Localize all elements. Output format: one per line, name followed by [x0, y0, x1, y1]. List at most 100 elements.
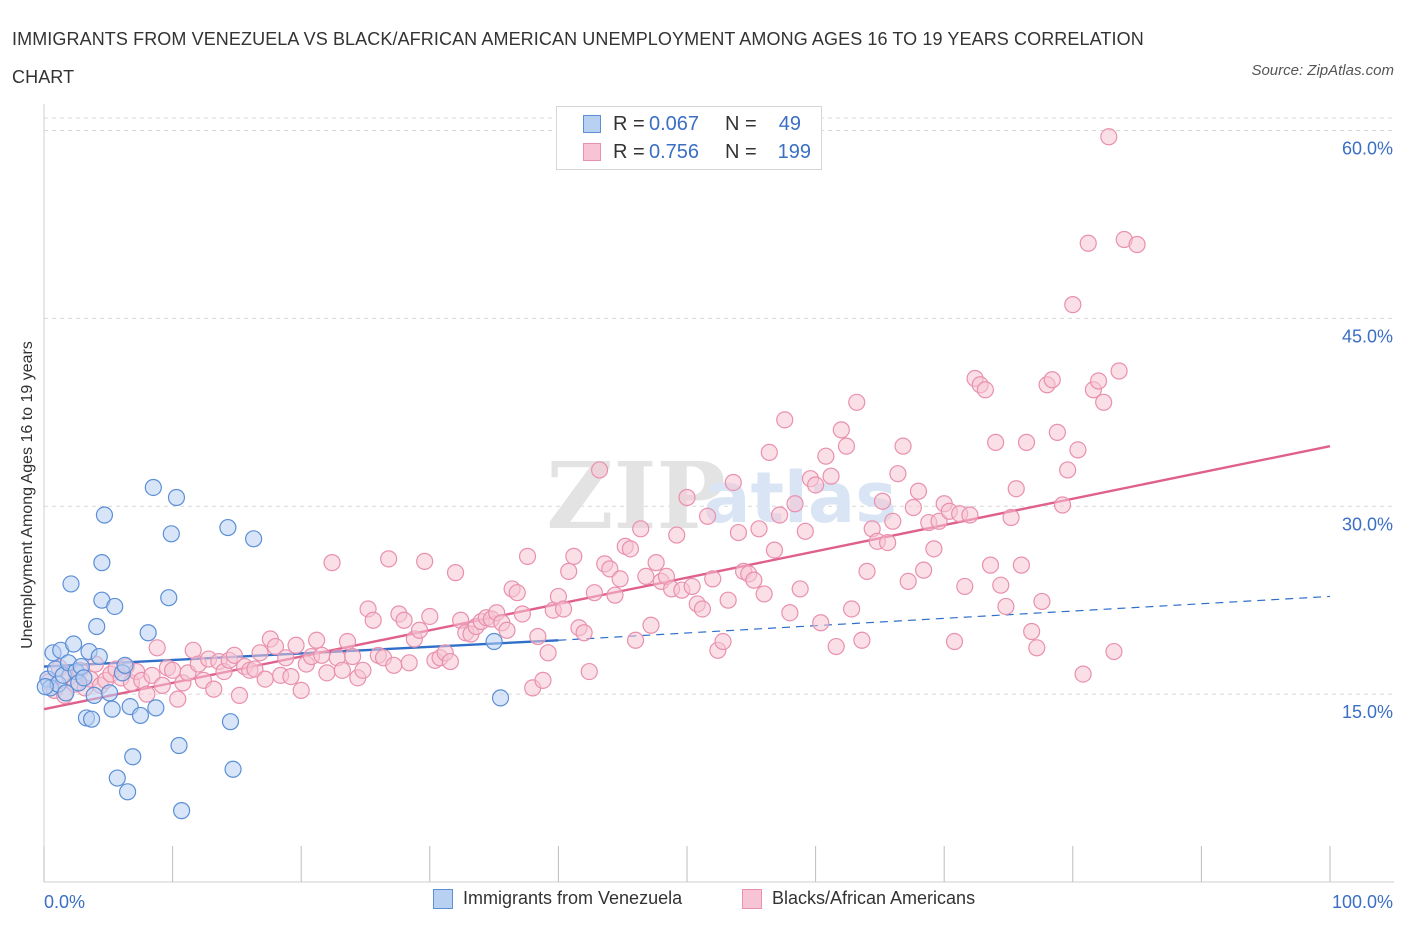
point-black [889, 465, 907, 483]
legend-item-venezuela: Immigrants from Venezuela [433, 888, 682, 909]
point-black [987, 433, 1005, 451]
point-venezuela [64, 635, 83, 653]
point-venezuela [219, 518, 237, 537]
point-black [832, 421, 850, 439]
point-black [668, 526, 686, 544]
point-black [266, 637, 285, 656]
point-black [760, 443, 778, 462]
point-black [446, 564, 465, 582]
y-tick-label: 15.0% [1342, 702, 1393, 722]
point-venezuela [95, 506, 114, 524]
tick-labels: 15.0% 30.0% 45.0% 60.0% 0.0% 100.0% [44, 139, 1393, 912]
point-black [981, 556, 1000, 574]
legend-row-black: R = 0.756 N = 199 [583, 138, 811, 166]
point-black [508, 584, 526, 602]
point-black [745, 571, 763, 589]
point-black [1023, 622, 1041, 641]
point-venezuela [221, 713, 240, 731]
point-venezuela [108, 769, 126, 787]
point-venezuela [162, 525, 180, 543]
legend-n-value: 49 [778, 112, 801, 135]
point-black [1110, 362, 1128, 380]
point-black [750, 520, 768, 538]
point-black [308, 631, 326, 649]
legend-r-label: R = [613, 112, 645, 135]
point-black [1089, 372, 1108, 390]
point-black [704, 570, 722, 588]
point-black [1059, 461, 1077, 479]
legend-n-label: N = [725, 140, 757, 163]
point-black [313, 646, 331, 664]
point-venezuela [245, 530, 263, 548]
point-black [626, 631, 645, 649]
point-black [894, 437, 912, 455]
point-black [513, 605, 531, 623]
point-black [344, 647, 362, 666]
point-black [884, 512, 902, 530]
point-black [148, 639, 166, 657]
point-black [817, 447, 835, 465]
legend-label-venezuela: Immigrants from Venezuela [463, 888, 683, 908]
point-black [400, 654, 418, 672]
point-black [755, 585, 773, 603]
point-black [1053, 496, 1072, 514]
point-black [287, 636, 305, 654]
point-venezuela [36, 678, 54, 696]
trend-line-extension [558, 595, 1331, 641]
point-black [421, 607, 439, 626]
point-black [796, 522, 814, 540]
point-black [992, 576, 1010, 594]
point-black [724, 473, 742, 492]
point-black [1095, 393, 1113, 411]
point-black [1105, 642, 1123, 661]
point-black [776, 411, 794, 429]
point-black [1069, 441, 1087, 459]
source-label: Source: ZipAtlas.com [1251, 62, 1394, 79]
point-black [441, 652, 459, 671]
point-black [282, 667, 300, 686]
point-black [1100, 128, 1118, 146]
chart-title: IMMIGRANTS FROM VENEZUELA VS BLACK/AFRIC… [12, 29, 1144, 87]
point-black [683, 577, 701, 596]
legend-r-value: 0.756 [649, 140, 700, 163]
point-black [1012, 556, 1030, 574]
point-black [169, 690, 187, 708]
legend-swatch-blue [583, 115, 601, 133]
point-venezuela [173, 802, 191, 820]
point-black [277, 649, 295, 667]
point-black [714, 632, 732, 651]
point-black [904, 498, 922, 517]
watermark: ZIPatlas [546, 442, 896, 550]
point-venezuela [85, 686, 103, 704]
point-black [848, 393, 866, 411]
point-black [153, 676, 171, 694]
point-black [822, 467, 840, 485]
point-black [1048, 423, 1066, 441]
point-black [786, 495, 804, 513]
point-black [879, 533, 897, 552]
point-black [498, 621, 516, 639]
point-black [956, 577, 974, 596]
legend-row-venezuela: R = 0.067 N = 49 [583, 110, 801, 138]
point-venezuela [170, 736, 188, 755]
point-venezuela [139, 624, 157, 642]
point-black [1064, 296, 1082, 314]
point-venezuela [224, 760, 242, 778]
point-venezuela [103, 700, 121, 718]
point-black [976, 381, 994, 399]
point-black [143, 666, 161, 684]
point-venezuela [167, 488, 186, 507]
point-black [632, 520, 650, 538]
point-black [945, 632, 964, 651]
point-black [925, 540, 943, 558]
point-venezuela [57, 684, 75, 702]
point-venezuela [124, 748, 142, 766]
point-black [781, 604, 799, 622]
point-black [729, 523, 748, 542]
point-black [585, 584, 604, 602]
point-black [601, 560, 619, 578]
point-black [354, 661, 372, 679]
point-black [565, 547, 583, 565]
legend-item-black: Blacks/African Americans [742, 888, 975, 909]
point-black [909, 482, 928, 500]
